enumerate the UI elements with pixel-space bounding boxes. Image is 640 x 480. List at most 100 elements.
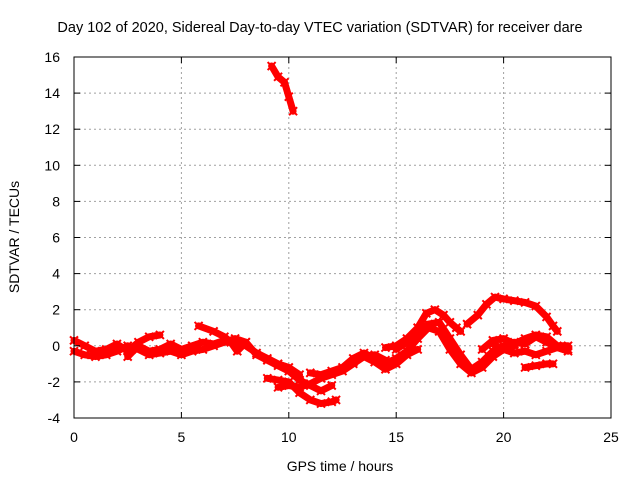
data-point <box>316 398 326 409</box>
data-point <box>412 328 423 338</box>
data-point <box>531 301 541 311</box>
data-point <box>262 373 273 383</box>
y-tick-label: -2 <box>48 374 61 390</box>
data-point <box>208 339 219 349</box>
data-point <box>144 332 154 342</box>
data-point <box>80 350 90 360</box>
data-point <box>477 344 487 355</box>
data-point <box>455 350 466 360</box>
data-point <box>423 319 434 329</box>
data-point <box>520 333 530 344</box>
data-point <box>402 350 412 360</box>
data-point <box>266 61 277 71</box>
data-point <box>548 359 558 369</box>
y-tick-label: 12 <box>44 121 60 137</box>
y-tick-label: 6 <box>52 230 60 246</box>
y-tick-label: 2 <box>52 302 60 318</box>
data-point <box>455 326 466 337</box>
data-point <box>531 330 541 340</box>
data-point <box>402 337 412 347</box>
data-point <box>509 348 520 358</box>
chart-title: Day 102 of 2020, Sidereal Day-to-day VTE… <box>57 20 583 36</box>
data-point <box>563 341 573 351</box>
data-point <box>284 92 294 102</box>
y-tick-label: 16 <box>44 49 60 65</box>
data-point <box>198 337 208 347</box>
x-tick-label: 5 <box>178 429 186 445</box>
data-point <box>391 344 401 355</box>
x-axis-label: GPS time / hours <box>287 458 394 474</box>
data-point <box>193 321 204 331</box>
data-point <box>165 339 176 349</box>
data-point <box>498 333 509 344</box>
data-point <box>327 366 337 376</box>
data-point <box>288 106 298 116</box>
data-point <box>133 341 144 351</box>
data-point <box>477 357 487 367</box>
x-tick-label: 10 <box>281 429 297 445</box>
y-tick-label: 8 <box>52 193 60 209</box>
y-tick-label: 0 <box>52 338 60 354</box>
data-point <box>541 332 552 342</box>
y-tick-label: 14 <box>44 85 60 101</box>
data-point <box>305 378 315 389</box>
data-point <box>226 337 236 347</box>
data-point <box>101 350 111 360</box>
data-point <box>370 357 380 367</box>
x-tick-label: 0 <box>70 429 78 445</box>
data-point <box>391 359 401 369</box>
data-point <box>430 304 440 315</box>
data-point <box>316 386 326 396</box>
data-point <box>541 312 552 322</box>
series-line-track-15 <box>521 360 557 371</box>
data-point <box>176 344 187 355</box>
data-point <box>155 330 165 340</box>
data-point <box>331 395 341 405</box>
data-point <box>466 364 477 374</box>
data-point <box>262 355 273 365</box>
data-point <box>552 341 563 351</box>
data-point <box>520 297 530 308</box>
data-point <box>122 341 133 351</box>
y-tick-label: -4 <box>48 410 61 426</box>
data-point <box>251 350 262 360</box>
data-point <box>462 319 472 329</box>
series-line-track-6 <box>263 374 340 408</box>
data-point <box>552 326 563 337</box>
data-point <box>305 395 315 405</box>
data-point <box>488 335 498 346</box>
data-point <box>273 360 283 371</box>
data-point <box>80 341 90 351</box>
data-point <box>327 380 337 391</box>
x-tick-label: 20 <box>496 429 512 445</box>
x-tick-label: 25 <box>603 429 619 445</box>
data-point <box>434 317 444 328</box>
data-point <box>208 326 219 337</box>
data-series-group <box>69 61 573 409</box>
y-axis-label: SDTVAR / TECUs <box>6 181 22 293</box>
axis-ticks: 0 5 10 15 20 25 -4 -2 0 2 4 6 8 10 12 14 16 <box>44 49 619 445</box>
data-point <box>421 308 431 319</box>
data-point <box>187 341 197 351</box>
data-point <box>232 346 242 356</box>
data-point <box>498 294 509 304</box>
data-point <box>498 344 509 355</box>
data-point <box>509 295 520 306</box>
data-point <box>144 346 154 356</box>
data-point <box>305 368 315 378</box>
data-point <box>473 310 483 320</box>
data-point <box>348 357 358 367</box>
y-tick-label: 4 <box>52 266 60 282</box>
data-point <box>520 362 530 373</box>
data-point <box>316 369 326 380</box>
data-point <box>412 344 423 355</box>
data-point <box>541 346 552 356</box>
data-point <box>112 346 122 356</box>
data-point <box>481 299 492 309</box>
data-point <box>520 346 530 356</box>
data-point <box>284 366 294 376</box>
y-tick-label: 10 <box>44 157 60 173</box>
data-point <box>531 350 541 360</box>
data-point <box>380 342 391 353</box>
